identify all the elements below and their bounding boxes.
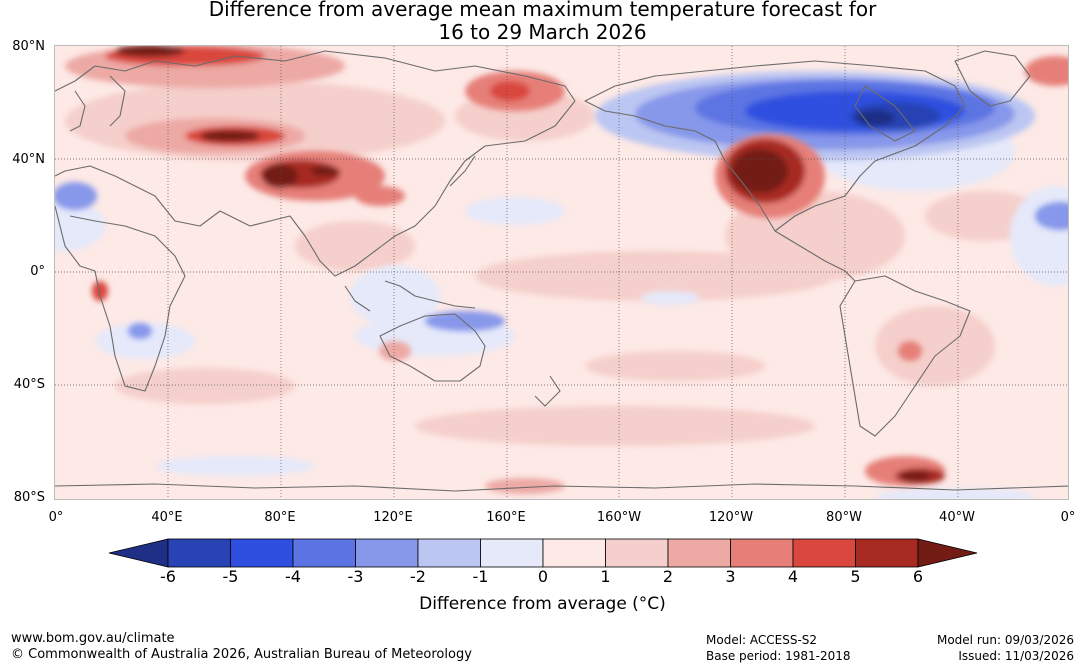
colorbar-tick-label: 4 [787,567,799,586]
colorbar-box [605,538,669,568]
colorbar-svg [108,538,978,568]
colorbar-extension-high [917,538,978,568]
lon-label-160w: 160°W [596,510,642,525]
colorbar-label: Difference from average (°C) [419,594,666,614]
lon-label-0-right: 0° [1060,510,1076,525]
lat-label-0: 0° [30,264,45,279]
colorbar-tick-label: 2 [662,567,674,586]
colorbar-box [730,538,794,568]
colorbar-tick-label: -6 [160,567,176,586]
lat-label-40n: 40°N [12,152,45,167]
colorbar-tick-label: 3 [725,567,736,586]
colorbar-box [855,538,919,568]
colorbar-tick-label: 5 [850,567,861,586]
map-canvas [55,46,1068,499]
lat-label-80s: 80°S [13,490,45,505]
colorbar-tick-label: -3 [347,567,364,586]
temperature-anomaly-map [54,45,1069,500]
colorbar-box [230,538,294,568]
colorbar-tick-label: -1 [472,567,489,586]
colorbar [108,538,978,568]
footer-base-period: Base period: 1981-2018 [706,649,851,663]
lon-label-40w: 40°W [939,510,975,525]
lon-label-120w: 120°W [708,510,754,525]
footer-url: www.bom.gov.au/climate [11,631,175,646]
colorbar-tick-label: 6 [912,567,924,586]
anomaly-warm-regions [65,46,1068,494]
colorbar-tick-label: 0 [537,567,549,586]
lat-label-80n: 80°N [12,39,45,54]
colorbar-tick-label: -2 [410,567,426,586]
footer-model: Model: ACCESS-S2 [706,633,818,647]
colorbar-box [667,538,731,568]
lon-label-80w: 80°W [826,510,862,525]
lon-label-80e: 80°E [264,510,296,525]
lat-label-40s: 40°S [13,377,45,392]
colorbar-tick-label: -5 [222,567,239,586]
footer-model-run: Model run: 09/03/2026 [936,633,1074,647]
colorbar-extension-low [108,538,169,568]
lon-label-160e: 160°E [486,510,526,525]
colorbar-box [292,538,356,568]
anomaly-cold-region [55,71,1068,339]
map-title-line1: Difference from average mean maximum tem… [208,0,877,21]
colorbar-box [355,538,419,568]
footer-copyright: © Commonwealth of Australia 2026, Austra… [11,647,472,662]
lon-label-0-left: 0° [48,510,64,525]
colorbar-tick-label: 1 [600,567,611,586]
colorbar-box [542,538,606,568]
coastlines [55,50,1068,492]
map-title-line2: 16 to 29 March 2026 [438,20,647,44]
graticule [55,46,1068,499]
colorbar-tick-label: -4 [285,567,301,586]
colorbar-box [167,538,231,568]
footer-issued: Issued: 11/03/2026 [958,649,1074,663]
colorbar-box [480,538,544,568]
colorbar-box [417,538,481,568]
lon-label-40e: 40°E [151,510,183,525]
lon-label-120e: 120°E [373,510,413,525]
colorbar-box [792,538,856,568]
